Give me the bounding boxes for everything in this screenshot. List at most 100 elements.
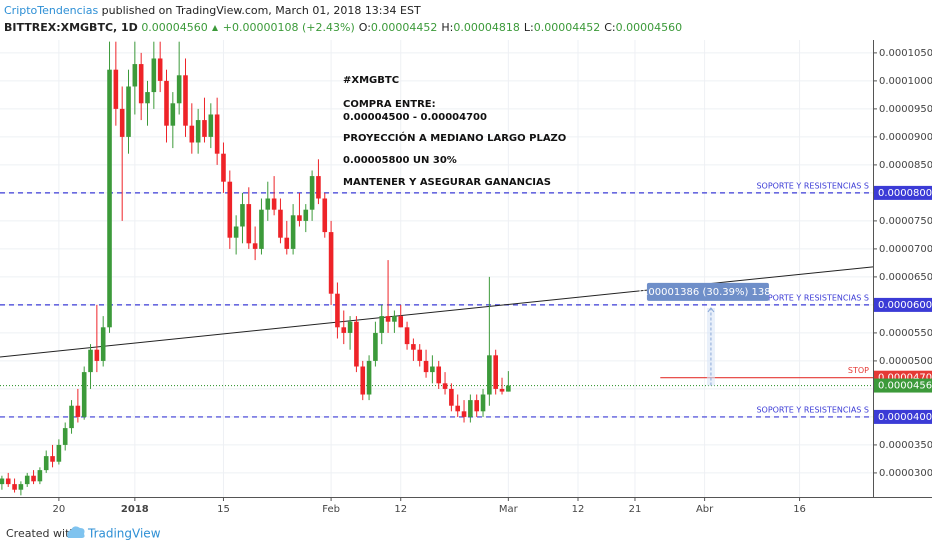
candle-body	[265, 198, 271, 210]
x-tick-label: 21	[629, 504, 642, 515]
candle-body	[297, 215, 302, 221]
quote-label: L:	[523, 21, 534, 34]
candle-body	[449, 388, 454, 406]
plot: SOPORTE Y RESISTENCIAS S SOPORTE Y RESIST…	[0, 41, 873, 496]
candle-body	[385, 316, 391, 322]
level-text: SOPORTE Y RESISTENCIAS S	[756, 181, 869, 190]
candle-body	[170, 103, 176, 126]
x-tick-label: 16	[793, 504, 806, 515]
x-tick-label: Abr	[696, 504, 714, 515]
candle-body	[37, 470, 43, 482]
author[interactable]: CriptoTendencias	[4, 4, 99, 17]
x-tick-label: 2018	[121, 504, 149, 515]
candle-body	[100, 327, 106, 361]
annotation: MANTENER Y ASEGURAR GANANCIAS	[343, 177, 551, 188]
candle-body	[404, 327, 410, 345]
x-tick-label: 15	[217, 504, 230, 515]
candle-body	[278, 209, 283, 238]
candle-body	[107, 69, 112, 328]
level-tag-label: 0.00004560	[878, 381, 932, 392]
candle-body	[506, 385, 511, 392]
measure-arrow	[707, 307, 715, 313]
annotation: #XMGBTC	[343, 75, 399, 86]
level-text: SOPORTE Y RESISTENCIAS S	[756, 293, 869, 302]
candle-body	[493, 355, 498, 389]
annotation: PROYECCIÓN A MEDIANO LARGO PLAZO	[343, 131, 566, 144]
candle-body	[214, 114, 220, 154]
candle-body	[379, 316, 385, 333]
candle-body	[113, 69, 119, 109]
measure-label: 0.00001386 (30.39%) 1386	[639, 287, 777, 298]
candle-body	[202, 120, 207, 137]
candle-body	[366, 360, 372, 395]
candle-body	[360, 366, 366, 395]
x-tick-label: 12	[394, 504, 407, 515]
annotation: COMPRA ENTRE:	[343, 99, 436, 110]
candle-body	[145, 92, 150, 104]
header-line: CriptoTendencias published on TradingVie…	[4, 2, 682, 19]
logo	[67, 526, 85, 538]
candle-body	[347, 321, 353, 333]
candle-body	[164, 80, 169, 126]
candle-body	[436, 366, 442, 384]
candle-body	[487, 355, 492, 395]
candle-body	[119, 108, 125, 137]
quote: O:0.00004452 H:0.00004818 L:0.00004452 C:0.…	[355, 21, 682, 34]
quote-value: 0.00004452	[370, 21, 438, 34]
candle-body	[461, 411, 467, 417]
candle-body	[24, 475, 30, 485]
candle-body	[94, 349, 100, 361]
candle-body	[335, 293, 340, 328]
candle-body	[398, 316, 404, 328]
level-tag-label: 0.00004700	[878, 373, 932, 384]
quote-label: O:	[358, 21, 371, 34]
quote-value: 0.00004818	[453, 21, 520, 34]
candle-body	[0, 478, 5, 485]
last: 0.00004560	[141, 21, 208, 34]
candle-body	[126, 86, 131, 137]
candle-body	[474, 400, 479, 412]
candle-body	[373, 332, 378, 361]
quote-value: 0.00004452	[533, 21, 601, 34]
candle-body	[183, 75, 188, 126]
candle-body	[442, 383, 448, 389]
candle-body	[499, 388, 505, 392]
candle-body	[69, 405, 74, 429]
published: published on TradingView.com, March 01, …	[101, 4, 421, 17]
candle-body	[56, 444, 62, 462]
footer-brand[interactable]: TradingView	[87, 527, 161, 541]
measure-area	[706, 307, 715, 386]
candle-body	[240, 204, 245, 227]
candle-body	[392, 316, 397, 322]
candle-body	[50, 456, 55, 462]
level-tag	[874, 378, 932, 393]
up-arrow	[212, 25, 219, 31]
candle-body	[227, 181, 233, 238]
candle-body	[189, 125, 195, 143]
x-tick-label: 20	[53, 504, 66, 515]
quote-value: 0.00004560	[615, 21, 683, 34]
candle-body	[271, 198, 277, 210]
candle-body	[18, 484, 24, 490]
candle-body	[423, 360, 429, 373]
level-tag	[874, 297, 932, 312]
candle-body	[81, 372, 87, 417]
candle-body	[284, 237, 290, 249]
candle-body	[157, 58, 163, 81]
candle-body	[233, 226, 239, 238]
y-tick-label: 0.00010500	[879, 48, 932, 59]
candle-body	[341, 327, 347, 333]
candle-body	[303, 209, 309, 221]
candle-body	[309, 176, 315, 210]
